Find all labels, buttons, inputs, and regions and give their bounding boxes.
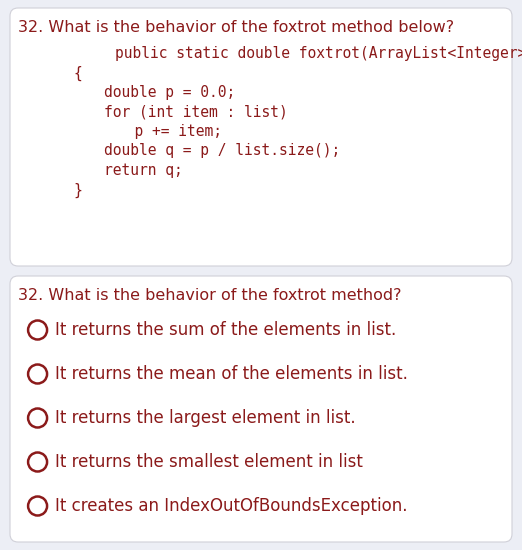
Circle shape — [28, 321, 47, 339]
Circle shape — [28, 409, 47, 427]
FancyBboxPatch shape — [10, 8, 512, 266]
Text: public static double foxtrot(ArrayList<Integer> list): public static double foxtrot(ArrayList<I… — [115, 46, 522, 61]
Text: double q = p / list.size();: double q = p / list.size(); — [104, 144, 341, 158]
Text: It returns the largest element in list.: It returns the largest element in list. — [55, 409, 355, 427]
Text: It creates an IndexOutOfBoundsException.: It creates an IndexOutOfBoundsException. — [55, 497, 408, 515]
Text: It returns the mean of the elements in list.: It returns the mean of the elements in l… — [55, 365, 408, 383]
Text: {: { — [73, 65, 82, 81]
Circle shape — [28, 497, 47, 515]
Text: for (int item : list): for (int item : list) — [104, 104, 288, 119]
Circle shape — [28, 453, 47, 471]
FancyBboxPatch shape — [10, 276, 512, 542]
Text: It returns the sum of the elements in list.: It returns the sum of the elements in li… — [55, 321, 396, 339]
Text: return q;: return q; — [104, 163, 183, 178]
Text: 32. What is the behavior of the foxtrot method below?: 32. What is the behavior of the foxtrot … — [18, 20, 454, 35]
Circle shape — [28, 365, 47, 383]
Text: 32. What is the behavior of the foxtrot method?: 32. What is the behavior of the foxtrot … — [18, 288, 401, 303]
Text: }: } — [73, 183, 82, 197]
Text: p += item;: p += item; — [117, 124, 222, 139]
Text: double p = 0.0;: double p = 0.0; — [104, 85, 235, 100]
Text: It returns the smallest element in list: It returns the smallest element in list — [55, 453, 363, 471]
